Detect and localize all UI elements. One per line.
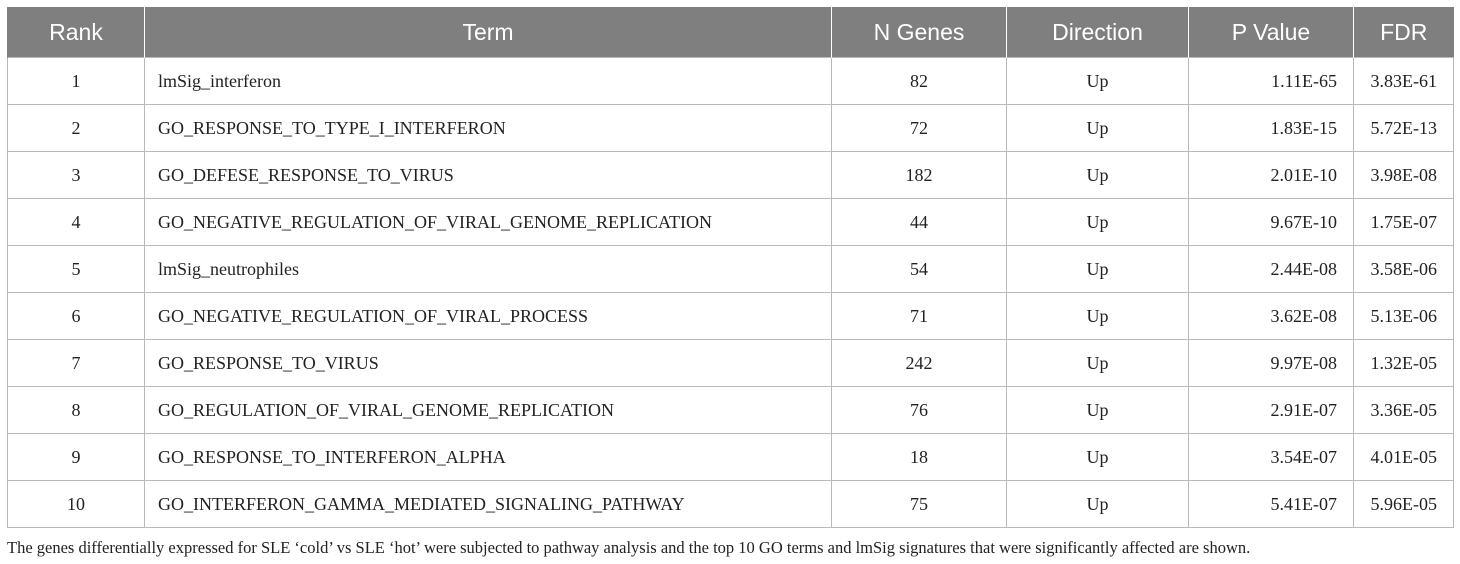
- table-row: 5 lmSig_neutrophiles 54 Up 2.44E-08 3.58E-06: [7, 245, 1454, 293]
- table-row: 7 GO_RESPONSE_TO_VIRUS 242 Up 9.97E-08 1.32E-…: [7, 339, 1454, 387]
- cell-direction: Up: [1006, 292, 1189, 340]
- cell-direction: Up: [1006, 339, 1189, 387]
- cell-direction: Up: [1006, 198, 1189, 246]
- cell-n-genes: 182: [831, 151, 1007, 199]
- cell-rank: 4: [7, 198, 145, 246]
- header-rank: Rank: [7, 7, 145, 58]
- cell-fdr: 5.96E-05: [1353, 480, 1454, 528]
- cell-direction: Up: [1006, 151, 1189, 199]
- cell-term: GO_RESPONSE_TO_VIRUS: [144, 339, 832, 387]
- cell-rank: 6: [7, 292, 145, 340]
- cell-term: GO_REGULATION_OF_VIRAL_GENOME_REPLICATIO…: [144, 386, 832, 434]
- table-footnote: The genes differentially expressed for S…: [7, 538, 1251, 557]
- header-fdr: FDR: [1353, 7, 1454, 58]
- table-row: 6 GO_NEGATIVE_REGULATION_OF_VIRAL_PROCESS…: [7, 292, 1454, 340]
- cell-term: GO_RESPONSE_TO_INTERFERON_ALPHA: [144, 433, 832, 481]
- cell-rank: 1: [7, 57, 145, 105]
- table-row: 1 lmSig_interferon 82 Up 1.11E-65 3.83E-61: [7, 57, 1454, 105]
- cell-rank: 5: [7, 245, 145, 293]
- cell-fdr: 5.72E-13: [1353, 104, 1454, 152]
- cell-fdr: 3.83E-61: [1353, 57, 1454, 105]
- cell-n-genes: 44: [831, 198, 1007, 246]
- cell-p-value: 5.41E-07: [1188, 480, 1354, 528]
- cell-fdr: 5.13E-06: [1353, 292, 1454, 340]
- cell-direction: Up: [1006, 480, 1189, 528]
- cell-rank: 9: [7, 433, 145, 481]
- cell-rank: 8: [7, 386, 145, 434]
- table-body: 1 lmSig_interferon 82 Up 1.11E-65 3.83E-61 2 GO…: [7, 57, 1454, 528]
- table-row: 8 GO_REGULATION_OF_VIRAL_GENOME_REPLICATI…: [7, 386, 1454, 434]
- cell-p-value: 3.62E-08: [1188, 292, 1354, 340]
- cell-rank: 7: [7, 339, 145, 387]
- cell-term: GO_NEGATIVE_REGULATION_OF_VIRAL_PROCESS: [144, 292, 832, 340]
- cell-p-value: 2.44E-08: [1188, 245, 1354, 293]
- table-row: 2 GO_RESPONSE_TO_TYPE_I_INTERFERON 72 Up 1.8…: [7, 104, 1454, 152]
- cell-p-value: 1.11E-65: [1188, 57, 1354, 105]
- table-row: 3 GO_DEFESE_RESPONSE_TO_VIRUS 182 Up 2.01E-1…: [7, 151, 1454, 199]
- cell-p-value: 2.01E-10: [1188, 151, 1354, 199]
- cell-fdr: 1.32E-05: [1353, 339, 1454, 387]
- pathway-results-table: Rank Term N Genes Direction P Value FDR …: [7, 7, 1454, 528]
- table-header-row: Rank Term N Genes Direction P Value FDR: [7, 7, 1454, 58]
- cell-term: GO_RESPONSE_TO_TYPE_I_INTERFERON: [144, 104, 832, 152]
- table-row: 10 GO_INTERFERON_GAMMA_MEDIATED_SIGNALING…: [7, 480, 1454, 528]
- cell-fdr: 3.58E-06: [1353, 245, 1454, 293]
- cell-rank: 10: [7, 480, 145, 528]
- header-n-genes: N Genes: [831, 7, 1007, 58]
- cell-term: lmSig_neutrophiles: [144, 245, 832, 293]
- cell-rank: 3: [7, 151, 145, 199]
- cell-direction: Up: [1006, 433, 1189, 481]
- cell-n-genes: 82: [831, 57, 1007, 105]
- table-row: 9 GO_RESPONSE_TO_INTERFERON_ALPHA 18 Up 3.54…: [7, 433, 1454, 481]
- cell-direction: Up: [1006, 57, 1189, 105]
- header-p-value: P Value: [1188, 7, 1354, 58]
- cell-direction: Up: [1006, 104, 1189, 152]
- cell-fdr: 3.98E-08: [1353, 151, 1454, 199]
- cell-fdr: 4.01E-05: [1353, 433, 1454, 481]
- cell-n-genes: 242: [831, 339, 1007, 387]
- cell-term: GO_NEGATIVE_REGULATION_OF_VIRAL_GENOME_R…: [144, 198, 832, 246]
- cell-fdr: 3.36E-05: [1353, 386, 1454, 434]
- cell-p-value: 9.97E-08: [1188, 339, 1354, 387]
- cell-term: GO_DEFESE_RESPONSE_TO_VIRUS: [144, 151, 832, 199]
- cell-n-genes: 54: [831, 245, 1007, 293]
- cell-n-genes: 71: [831, 292, 1007, 340]
- cell-n-genes: 18: [831, 433, 1007, 481]
- cell-direction: Up: [1006, 386, 1189, 434]
- cell-p-value: 3.54E-07: [1188, 433, 1354, 481]
- table-row: 4 GO_NEGATIVE_REGULATION_OF_VIRAL_GENOME_…: [7, 198, 1454, 246]
- results-table-container: Rank Term N Genes Direction P Value FDR …: [7, 7, 1454, 528]
- header-direction: Direction: [1006, 7, 1189, 58]
- cell-n-genes: 76: [831, 386, 1007, 434]
- cell-n-genes: 72: [831, 104, 1007, 152]
- header-term: Term: [144, 7, 832, 58]
- cell-n-genes: 75: [831, 480, 1007, 528]
- cell-fdr: 1.75E-07: [1353, 198, 1454, 246]
- cell-term: GO_INTERFERON_GAMMA_MEDIATED_SIGNALING_P…: [144, 480, 832, 528]
- cell-rank: 2: [7, 104, 145, 152]
- cell-p-value: 1.83E-15: [1188, 104, 1354, 152]
- cell-term: lmSig_interferon: [144, 57, 832, 105]
- cell-p-value: 2.91E-07: [1188, 386, 1354, 434]
- cell-direction: Up: [1006, 245, 1189, 293]
- cell-p-value: 9.67E-10: [1188, 198, 1354, 246]
